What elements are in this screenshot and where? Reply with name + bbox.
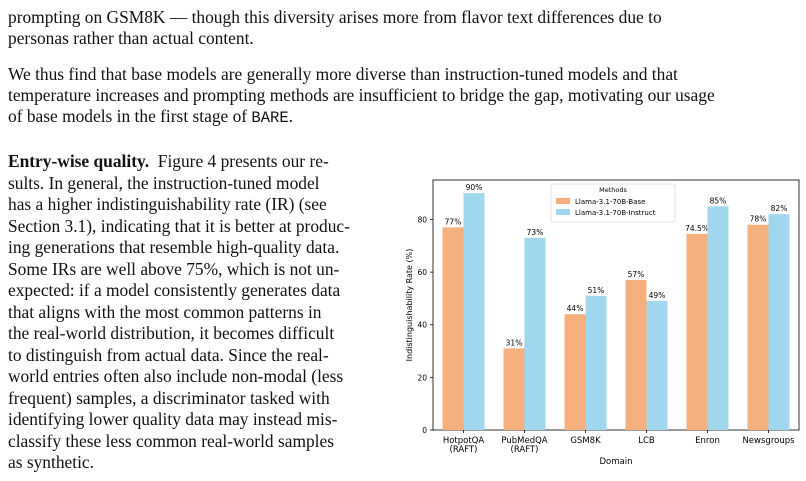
text-line: to distinguish from actual data. Since t… [8, 344, 329, 365]
bar-base [564, 314, 586, 430]
x-tick-label: (RAFT) [450, 445, 478, 455]
bar-base [503, 348, 525, 430]
data-label: 90% [466, 183, 483, 192]
paragraph-entry-wise-quality: Entry-wise quality. Figure 4 presents ou… [8, 151, 386, 474]
data-label: 57% [628, 270, 645, 279]
legend-swatch [556, 209, 570, 215]
bar-instruct [646, 301, 668, 430]
y-tick-label: 80 [417, 215, 427, 224]
legend-box [550, 183, 676, 223]
paragraph-base-models-diversity: We thus find that base models are genera… [8, 64, 800, 129]
bar-instruct [707, 206, 729, 430]
text-line: sults. In general, the instruction-tuned… [8, 172, 320, 193]
data-label: 49% [649, 291, 666, 300]
text-line: has a higher indistinguishability rate (… [8, 194, 327, 214]
y-axis-label: Indistinguishability Rate (%) [405, 249, 414, 362]
x-tick-label: GSM8K [570, 436, 601, 446]
x-axis-label: Domain [600, 457, 633, 467]
text-line: expected: if a model consistently genera… [8, 280, 341, 300]
data-label: 51% [588, 286, 605, 295]
x-tick-label: Enron [695, 436, 720, 446]
data-label: 74.5% [685, 224, 709, 233]
text-line: identifying lower quality data may inste… [8, 409, 338, 429]
x-tick-label: Newsgroups [742, 436, 795, 446]
legend-swatch [556, 198, 570, 204]
bar-instruct [463, 193, 485, 430]
text-line: We thus find that base models are genera… [8, 64, 678, 84]
bar-base [442, 227, 464, 430]
x-tick-label: HotpotQA [443, 436, 485, 446]
text-punct: . [288, 106, 293, 126]
text-line: ing generations that resemble high-quali… [8, 237, 340, 257]
y-tick-label: 0 [422, 426, 427, 435]
x-tick-label: LCB [638, 436, 655, 446]
legend-title: Methods [599, 186, 627, 194]
text-line: prompting on GSM8K — though this diversi… [8, 7, 662, 27]
y-tick-label: 60 [417, 268, 427, 277]
bar-base [625, 280, 647, 430]
legend-entry: Llama-3.1-70B-Instruct [575, 209, 656, 217]
data-label: 85% [710, 196, 727, 205]
text-line: as synthetic. [8, 452, 94, 472]
data-label: 73% [527, 228, 544, 237]
text-line: Section 3.1), indicating that it is bett… [8, 215, 350, 236]
paragraph-heading: Entry-wise quality. [8, 151, 150, 171]
x-tick-label: (RAFT) [511, 445, 539, 455]
text-line: Some IRs are well above 75%, which is no… [8, 258, 340, 279]
legend-entry: Llama-3.1-70B-Base [575, 198, 645, 206]
text-line: personas rather than actual content. [8, 28, 254, 48]
bar-instruct [585, 295, 607, 430]
text-line: of base models in the first stage of [8, 106, 252, 126]
bar-chart-figure: 0 20 40 60 80 77% 90% HotpotQA (RAFT) 31% 73% PubMe… [398, 170, 804, 476]
text-line: world entries often also include non-mod… [8, 366, 344, 386]
paragraph-gsm8k-diversity: prompting on GSM8K — though this diversi… [8, 7, 800, 49]
bar-base [686, 233, 708, 430]
text-line: Figure 4 presents our re- [157, 151, 329, 171]
bar-instruct [768, 214, 790, 430]
method-name-code: BARE [251, 109, 289, 127]
text-line: classify these less common real-world sa… [8, 430, 334, 451]
bar-instruct [524, 237, 546, 430]
y-tick-label: 40 [417, 321, 427, 330]
plot-frame [432, 179, 800, 431]
data-label: 78% [750, 215, 767, 224]
y-tick-label: 20 [417, 373, 427, 382]
data-label: 44% [567, 304, 584, 313]
data-label: 31% [506, 338, 523, 347]
bar-base [747, 224, 769, 430]
data-label: 77% [445, 217, 462, 226]
data-label: 82% [771, 204, 788, 213]
x-tick-label: PubMedQA [501, 436, 547, 446]
text-line: the real-world distribution, it becomes … [8, 323, 335, 343]
text-line: that aligns with the most common pattern… [8, 301, 322, 322]
text-line: temperature increases and prompting meth… [8, 85, 715, 105]
text-line: frequent) samples, a discriminator taske… [8, 387, 330, 408]
